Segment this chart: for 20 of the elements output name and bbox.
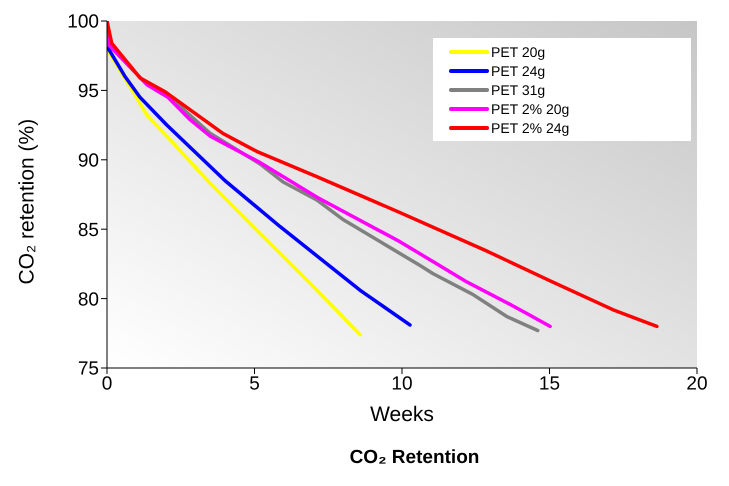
line-series — [107, 21, 659, 328]
x-tick-label: 5 — [249, 373, 260, 394]
y-axis-title: CO₂ retention (%) — [15, 118, 38, 284]
x-tick-label: 0 — [102, 373, 112, 394]
legend-label: PET 2% 24g — [491, 120, 570, 136]
legend-label: PET 24g — [491, 62, 546, 78]
x-tick-label: 20 — [686, 373, 708, 394]
y-tick-label: 75 — [78, 358, 99, 380]
y-tick-label: 90 — [78, 150, 99, 172]
text: CO₂ Retention — [348, 447, 480, 469]
legend-label: PET 20g — [491, 44, 546, 60]
x-tick-label: 10 — [391, 373, 413, 394]
legend-label: PET 31g — [491, 82, 546, 98]
y-tick-label: 100 — [67, 12, 99, 33]
y-tick-label: 95 — [78, 81, 99, 102]
y-tick-label: 85 — [78, 220, 99, 241]
x-axis-title: Weeks — [370, 402, 434, 426]
x-tick-label: 15 — [538, 373, 560, 394]
legend-label: PET 2% 20g — [491, 100, 570, 116]
y-tick-label: 80 — [78, 289, 99, 310]
